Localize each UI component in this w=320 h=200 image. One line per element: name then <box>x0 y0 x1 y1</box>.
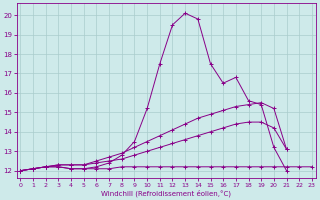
X-axis label: Windchill (Refroidissement éolien,°C): Windchill (Refroidissement éolien,°C) <box>101 189 231 197</box>
